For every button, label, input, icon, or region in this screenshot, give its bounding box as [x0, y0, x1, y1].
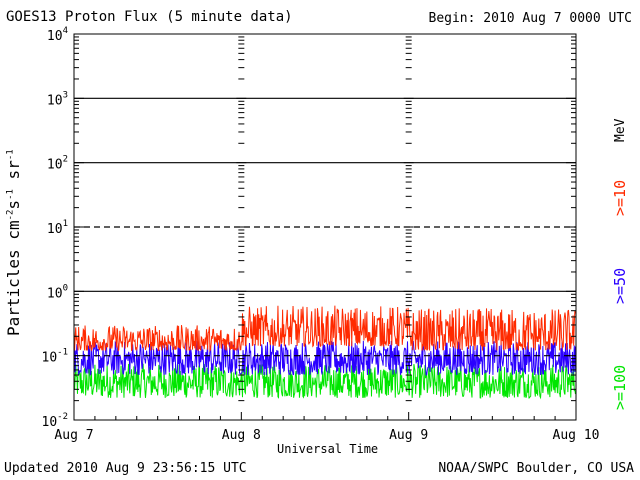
chart-title: GOES13 Proton Flux (5 minute data): [6, 9, 293, 25]
y-tick-label-1: 103: [47, 90, 68, 108]
credit-label: NOAA/SWPC Boulder, CO USA: [438, 461, 634, 476]
y-tick-label-4: 100: [47, 283, 68, 301]
series-line-ge100: [73, 362, 576, 400]
begin-time: Begin: 2010 Aug 7 0000 UTC: [428, 11, 633, 26]
y-label-exp3: -1: [5, 149, 16, 161]
x-tick-label-2: Aug 9: [389, 428, 428, 443]
series-line-ge50: [73, 340, 576, 376]
y-tick-label-3: 101: [47, 219, 68, 237]
y-label-base: Particles cm: [4, 220, 23, 336]
series-line-ge10: [73, 305, 576, 353]
x-axis-label: Universal Time: [277, 442, 379, 456]
y-axis-label: Particles cm-2s-1 sr-1: [4, 149, 23, 336]
legend-ge10: >=10: [611, 179, 629, 216]
y-tick-label-2: 102: [47, 155, 68, 173]
legend-ge100: >=100: [611, 364, 629, 410]
unit-label: MeV: [613, 118, 628, 142]
updated-timestamp: Updated 2010 Aug 9 23:56:15 UTC: [4, 461, 247, 476]
y-tick-label-5: 10-1: [42, 348, 69, 366]
y-label-s: s: [4, 199, 23, 210]
y-label-sr: sr: [4, 160, 23, 180]
x-tick-label-3: Aug 10: [553, 428, 600, 443]
y-label-exp1: -2: [5, 209, 16, 221]
y-label-exp2: -1: [5, 189, 16, 200]
legend-ge50: >=50: [611, 267, 629, 304]
y-tick-label-0: 104: [47, 26, 68, 44]
y-tick-label-6: 10-2: [42, 412, 69, 430]
x-tick-label-0: Aug 7: [54, 428, 93, 443]
x-tick-label-1: Aug 8: [222, 428, 261, 443]
